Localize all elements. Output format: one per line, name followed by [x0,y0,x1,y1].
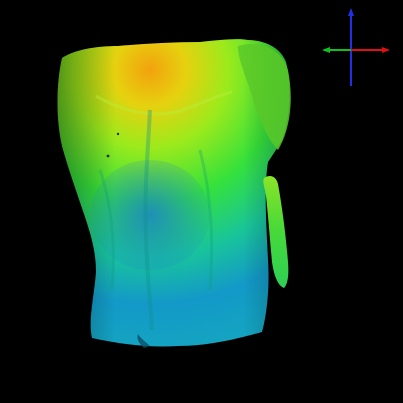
x-axis-arrow [382,47,390,53]
shoulder-cap [238,44,291,151]
sternum-line [143,109,154,331]
scan-artifact [116,132,120,136]
arm-fragment [263,176,289,288]
left-ribs [98,169,115,291]
orientation-axes-widget [322,8,390,86]
abdomen-blue-region [90,160,210,270]
z-axis-arrow [348,8,354,16]
y-axis-arrow [322,47,330,53]
navel-notch [137,334,150,348]
right-ribs [198,149,214,291]
chest-contour [95,90,233,116]
scan-artifact [106,154,110,158]
